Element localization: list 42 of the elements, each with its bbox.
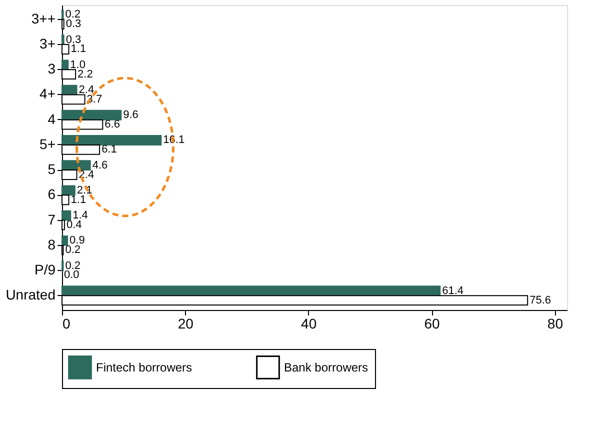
bar (62, 210, 72, 221)
data-label: 75.6 (530, 294, 552, 306)
data-label: 6.1 (102, 144, 117, 156)
y-tick-label: 4+ (40, 86, 56, 102)
bar (62, 135, 162, 146)
legend-label: Bank borrowers (284, 360, 368, 374)
y-tick-label: Unrated (6, 286, 56, 303)
data-label: 6.6 (104, 118, 120, 131)
x-tick-label: 80 (547, 316, 564, 332)
y-tick-label: 6 (48, 186, 56, 202)
bar (62, 286, 441, 296)
x-tick-label: 40 (301, 316, 317, 332)
y-tick-label: 5+ (40, 136, 56, 152)
bar (62, 160, 91, 171)
data-label: 1.1 (70, 194, 86, 206)
bar (62, 60, 69, 70)
data-label: 0.3 (66, 18, 82, 30)
y-tick-label: 3 (48, 60, 56, 77)
data-label: 0.2 (65, 244, 81, 256)
bar (62, 185, 76, 196)
data-label: 0.4 (66, 218, 82, 231)
y-tick-label: 7 (48, 211, 56, 228)
x-tick-label: 60 (424, 316, 440, 332)
x-tick-label: 20 (178, 316, 194, 332)
y-tick-label: P/9 (34, 261, 56, 278)
data-label: 9.6 (123, 109, 138, 122)
data-label: 1.1 (70, 43, 86, 56)
x-tick-label: 0 (62, 316, 70, 332)
data-label: 61.4 (442, 284, 464, 297)
bar (62, 235, 68, 246)
y-tick-label: 5 (48, 161, 56, 178)
y-tick-label: 4 (48, 110, 56, 127)
y-tick-label: 3++ (31, 10, 56, 26)
y-tick-label: 3+ (40, 36, 56, 52)
data-label: 4.6 (92, 159, 108, 172)
data-label: 0.0 (64, 269, 80, 282)
data-label: 2.2 (78, 68, 93, 80)
data-label: 1.0 (70, 58, 86, 71)
data-label: 2.1 (76, 184, 92, 196)
legend-label: Fintech borrowers (96, 360, 192, 374)
bar (62, 110, 122, 120)
y-tick-label: 8 (48, 236, 56, 252)
